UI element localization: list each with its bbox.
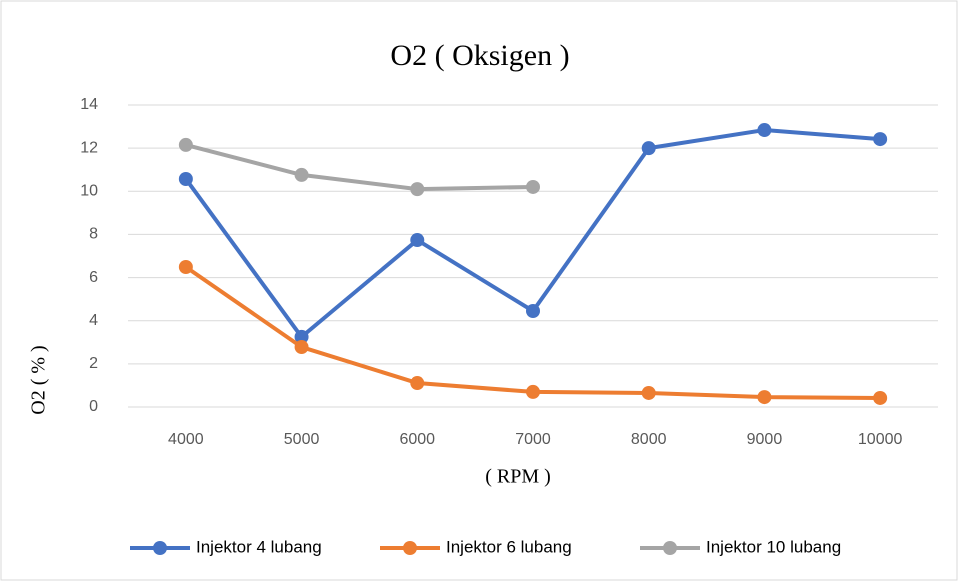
x-tick-label: 4000 (168, 431, 204, 448)
data-point (410, 182, 425, 197)
x-tick-label: 7000 (515, 431, 551, 448)
y-tick-label: 2 (89, 355, 98, 372)
x-tick-label: 9000 (747, 431, 783, 448)
legend-label: Injektor 4 lubang (196, 537, 322, 556)
data-point (294, 167, 309, 182)
legend-label: Injektor 10 lubang (706, 537, 841, 556)
data-point (178, 137, 193, 152)
x-tick-label: 8000 (631, 431, 667, 448)
y-tick-label: 14 (80, 96, 98, 113)
data-point (757, 390, 772, 405)
y-tick-label: 10 (80, 183, 98, 200)
y-tick-label: 0 (89, 398, 98, 415)
data-point (294, 340, 309, 355)
data-point (410, 376, 425, 391)
data-point (873, 132, 888, 147)
data-point (757, 123, 772, 138)
data-point (410, 233, 425, 248)
x-tick-label: 6000 (399, 431, 435, 448)
data-point (526, 384, 540, 399)
data-point (526, 179, 540, 194)
data-point (178, 171, 193, 186)
data-point (526, 304, 540, 319)
y-axis-label: O2 ( % ) (28, 345, 50, 414)
legend-swatch-marker (403, 541, 417, 555)
legend-label: Injektor 6 lubang (446, 537, 572, 556)
data-point (641, 141, 656, 156)
x-axis-label: ( RPM ) (485, 466, 551, 488)
data-point (873, 390, 888, 405)
x-tick-label: 10000 (858, 431, 903, 448)
chart-title: O2 ( Oksigen ) (390, 39, 569, 72)
y-tick-label: 6 (89, 269, 98, 286)
legend-swatch-marker (153, 541, 167, 555)
y-tick-label: 8 (89, 226, 98, 243)
y-tick-label: 12 (80, 139, 98, 156)
data-point (641, 385, 656, 400)
data-point (178, 260, 193, 275)
legend-swatch-marker (663, 541, 677, 555)
data-point (294, 329, 309, 344)
series-line (185, 142, 534, 192)
x-tick-label: 5000 (284, 431, 320, 448)
y-tick-label: 4 (89, 312, 98, 329)
